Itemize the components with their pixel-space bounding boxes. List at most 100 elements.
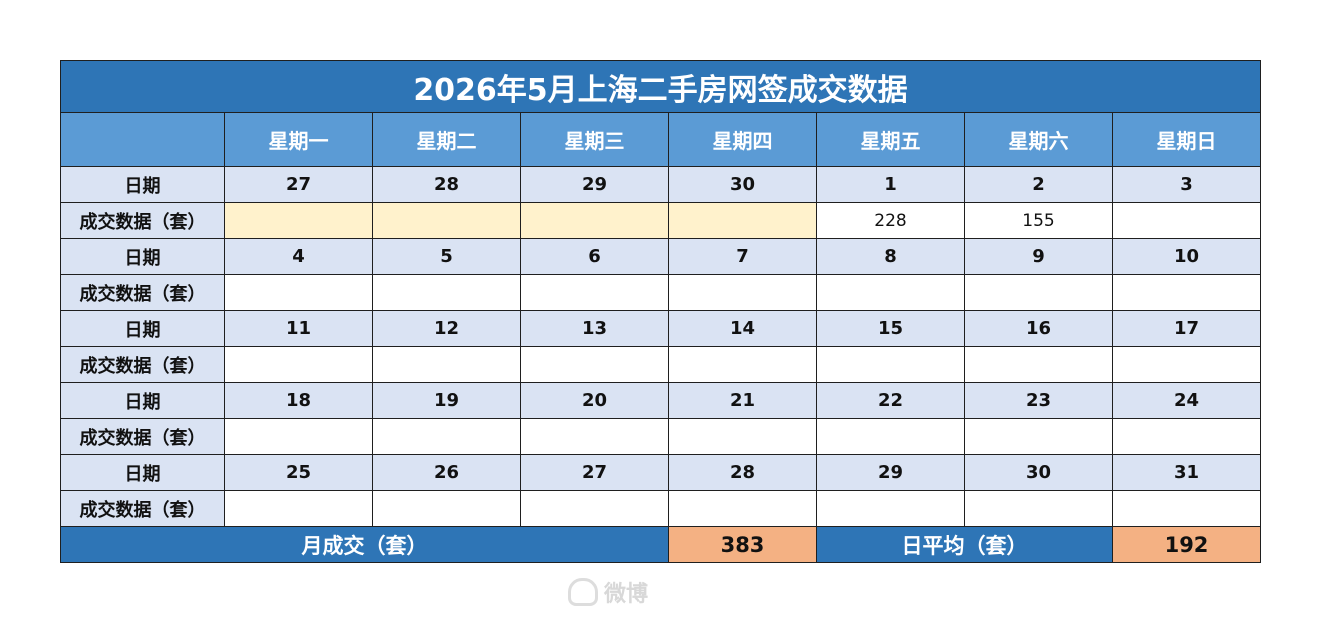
date-cell: 19 [372,382,521,419]
date-cell: 16 [964,310,1113,347]
sales-cell [816,490,965,527]
sales-cell [816,418,965,455]
sales-row: 成交数据（套） 228 155 [60,202,1261,239]
weekday-header-row: 星期一 星期二 星期三 星期四 星期五 星期六 星期日 [60,112,1261,167]
sales-row: 成交数据（套） [60,346,1261,383]
sales-cell [668,346,817,383]
date-cell: 24 [1112,382,1261,419]
sales-cell [1112,346,1261,383]
sales-cell [520,418,669,455]
date-cell: 14 [668,310,817,347]
sales-calendar-table: 2026年5月上海二手房网签成交数据 星期一 星期二 星期三 星期四 星期五 星… [60,60,1261,563]
sales-cell [816,346,965,383]
weekday-header-wed: 星期三 [520,112,669,167]
sales-cell [964,274,1113,311]
sales-cell [372,274,521,311]
date-cell: 10 [1112,238,1261,275]
date-row-label: 日期 [60,166,225,203]
date-row: 日期 18 19 20 21 22 23 24 [60,382,1261,419]
sales-cell [224,418,373,455]
date-cell: 21 [668,382,817,419]
monthly-total-label: 月成交（套） [60,526,669,563]
weekday-header-tue: 星期二 [372,112,521,167]
date-cell: 15 [816,310,965,347]
date-cell: 25 [224,454,373,491]
weibo-logo-icon [568,578,598,606]
weekday-header-fri: 星期五 [816,112,965,167]
date-cell: 7 [668,238,817,275]
date-cell: 18 [224,382,373,419]
sales-row: 成交数据（套） [60,274,1261,311]
sales-cell [224,490,373,527]
daily-average-label: 日平均（套） [816,526,1113,563]
sales-cell [1112,202,1261,239]
watermark-text: 微博 [604,582,649,607]
sales-cell [1112,490,1261,527]
sales-cell [1112,418,1261,455]
date-row: 日期 25 26 27 28 29 30 31 [60,454,1261,491]
date-cell: 29 [520,166,669,203]
date-cell: 28 [668,454,817,491]
date-cell: 17 [1112,310,1261,347]
weekday-header-thu: 星期四 [668,112,817,167]
date-cell: 8 [816,238,965,275]
date-cell: 28 [372,166,521,203]
date-cell: 6 [520,238,669,275]
sales-row-label: 成交数据（套） [60,418,225,455]
title-row: 2026年5月上海二手房网签成交数据 [60,60,1261,113]
sales-row-label: 成交数据（套） [60,274,225,311]
sales-cell [520,490,669,527]
date-cell: 31 [1112,454,1261,491]
date-row-label: 日期 [60,454,225,491]
date-row: 日期 11 12 13 14 15 16 17 [60,310,1261,347]
table-title: 2026年5月上海二手房网签成交数据 [60,60,1261,113]
sales-cell [668,202,817,239]
sales-row-label: 成交数据（套） [60,202,225,239]
date-cell: 27 [224,166,373,203]
sales-cell [1112,274,1261,311]
header-corner [60,112,225,167]
date-cell: 4 [224,238,373,275]
date-cell: 2 [964,166,1113,203]
sales-cell [372,202,521,239]
date-row-label: 日期 [60,238,225,275]
sales-row: 成交数据（套） [60,418,1261,455]
daily-average-value: 192 [1112,526,1261,563]
sales-cell: 155 [964,202,1113,239]
date-cell: 29 [816,454,965,491]
sales-cell [964,418,1113,455]
weekday-header-sat: 星期六 [964,112,1113,167]
watermark: 微博 [568,574,648,610]
monthly-total-value: 383 [668,526,817,563]
date-cell: 9 [964,238,1113,275]
date-cell: 11 [224,310,373,347]
sales-cell [224,274,373,311]
sales-cell [964,346,1113,383]
sales-row-label: 成交数据（套） [60,346,225,383]
date-cell: 5 [372,238,521,275]
date-cell: 26 [372,454,521,491]
date-cell: 12 [372,310,521,347]
sales-cell [668,274,817,311]
date-cell: 22 [816,382,965,419]
sales-cell [816,274,965,311]
sales-row: 成交数据（套） [60,490,1261,527]
sales-row-label: 成交数据（套） [60,490,225,527]
sales-cell [520,274,669,311]
date-cell: 1 [816,166,965,203]
date-row-label: 日期 [60,382,225,419]
date-cell: 20 [520,382,669,419]
sales-cell [224,202,373,239]
date-row: 日期 27 28 29 30 1 2 3 [60,166,1261,203]
sales-cell [520,202,669,239]
date-cell: 30 [964,454,1113,491]
date-row-label: 日期 [60,310,225,347]
date-cell: 3 [1112,166,1261,203]
sales-cell [224,346,373,383]
sales-cell [372,490,521,527]
weekday-header-mon: 星期一 [224,112,373,167]
sales-cell: 228 [816,202,965,239]
sales-cell [668,490,817,527]
date-cell: 27 [520,454,669,491]
date-cell: 30 [668,166,817,203]
